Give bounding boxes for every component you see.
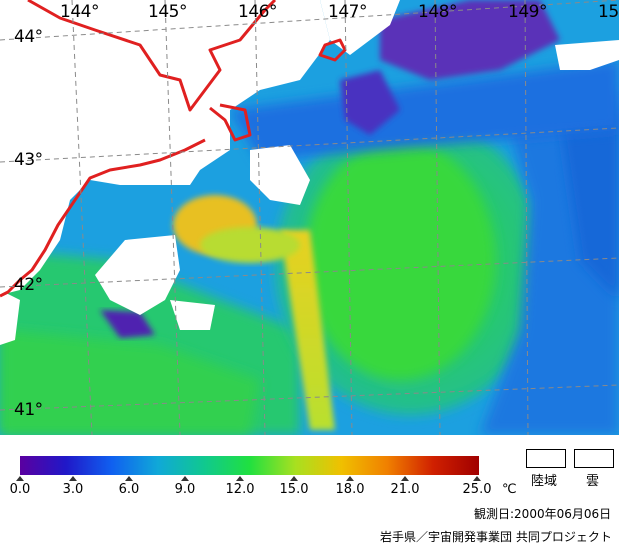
cloud-central bbox=[250, 145, 310, 205]
credit-text: 岩手県／宇宙開発事業団 共同プロジェクト bbox=[380, 530, 612, 544]
tick-mark bbox=[236, 476, 244, 481]
tick-label-9: 9.0 bbox=[174, 482, 196, 497]
north-cool-strip bbox=[230, 60, 619, 160]
tick-label-15: 15.0 bbox=[279, 482, 309, 497]
unit-label: ℃ bbox=[502, 482, 517, 497]
lon-label-150: 15 bbox=[598, 2, 619, 22]
cloud-northeast bbox=[555, 40, 619, 70]
temperature-colorbar bbox=[20, 456, 479, 475]
northeast-cool-water bbox=[560, 110, 619, 300]
tick-label-12: 12.0 bbox=[225, 482, 255, 497]
tick-mark bbox=[69, 476, 77, 481]
lon-label-144: 144° bbox=[60, 2, 99, 22]
tick-label-6: 6.0 bbox=[118, 482, 140, 497]
observation-date: 観測日:2000年06月06日 bbox=[474, 507, 612, 521]
tick-label-3: 3.0 bbox=[62, 482, 84, 497]
south-warm-water bbox=[0, 330, 260, 435]
tick-mark bbox=[16, 476, 24, 481]
tick-mark bbox=[473, 476, 481, 481]
cold-water-northeast bbox=[380, 0, 560, 80]
tick-label-18: 18.0 bbox=[335, 482, 365, 497]
sea-surface-temperature-map: 144° 145° 146° 147° 148° 149° 15 44° 43°… bbox=[0, 0, 619, 435]
lat-label-41: 41° bbox=[14, 400, 43, 420]
lon-label-146: 146° bbox=[238, 2, 277, 22]
eddy-core bbox=[305, 140, 495, 380]
cloud-label: 雲 bbox=[586, 474, 600, 489]
cloud-south bbox=[170, 300, 215, 330]
land-swatch bbox=[526, 449, 566, 468]
tick-mark bbox=[401, 476, 409, 481]
map-canvas bbox=[0, 0, 619, 435]
tick-mark bbox=[290, 476, 298, 481]
tick-label-21: 21.0 bbox=[390, 482, 420, 497]
lat-label-43: 43° bbox=[14, 150, 43, 170]
graticule bbox=[0, 0, 619, 435]
lon-label-145: 145° bbox=[148, 2, 187, 22]
lon-label-147: 147° bbox=[328, 2, 367, 22]
coastline bbox=[0, 0, 347, 298]
warm-stream bbox=[280, 230, 335, 430]
tick-label-25: 25.0 bbox=[462, 482, 492, 497]
tick-mark bbox=[125, 476, 133, 481]
cold-water-patch bbox=[340, 70, 400, 135]
lon-label-149: 149° bbox=[508, 2, 547, 22]
cloud-west bbox=[95, 235, 180, 315]
land-southwest bbox=[0, 290, 20, 345]
land-and-cloud-northwest bbox=[0, 0, 330, 295]
cold-water-southwest bbox=[100, 310, 155, 338]
land-label: 陸域 bbox=[531, 474, 558, 489]
cloud-swatch bbox=[574, 449, 614, 468]
warm-patch-edge bbox=[200, 227, 300, 263]
lat-label-42: 42° bbox=[14, 275, 43, 295]
lat-label-44: 44° bbox=[14, 27, 43, 47]
lon-label-148: 148° bbox=[418, 2, 457, 22]
tick-mark bbox=[346, 476, 354, 481]
tick-label-0: 0.0 bbox=[9, 482, 31, 497]
tick-mark bbox=[181, 476, 189, 481]
